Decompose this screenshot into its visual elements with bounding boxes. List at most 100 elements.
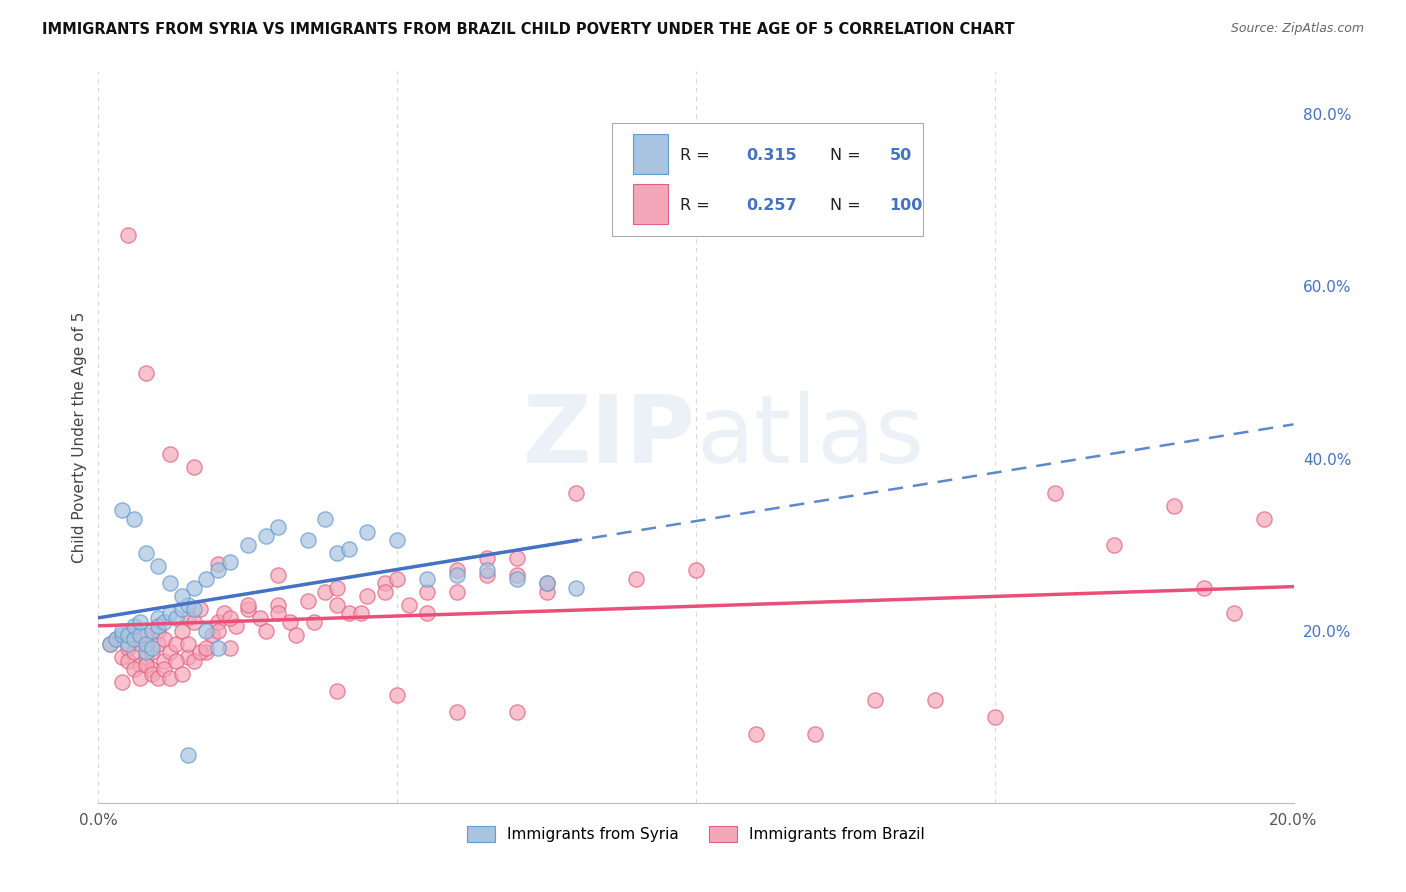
Point xyxy=(1163,499,1185,513)
Point xyxy=(153,654,176,668)
Point xyxy=(148,624,170,638)
Point xyxy=(984,710,1007,724)
Point xyxy=(385,533,409,548)
Text: IMMIGRANTS FROM SYRIA VS IMMIGRANTS FROM BRAZIL CHILD POVERTY UNDER THE AGE OF 5: IMMIGRANTS FROM SYRIA VS IMMIGRANTS FROM… xyxy=(42,22,1015,37)
Point xyxy=(326,684,349,698)
Point xyxy=(105,632,128,647)
Point xyxy=(148,559,170,574)
Point xyxy=(236,598,259,612)
Point xyxy=(212,607,235,621)
Point xyxy=(177,748,200,763)
Point xyxy=(153,662,176,676)
Point xyxy=(124,619,146,633)
Point xyxy=(183,581,205,595)
Point xyxy=(284,628,307,642)
Point xyxy=(1223,607,1246,621)
Point xyxy=(172,666,194,681)
Point xyxy=(626,572,648,586)
Point xyxy=(195,624,218,638)
Point xyxy=(267,607,290,621)
Point xyxy=(207,615,229,629)
Point xyxy=(117,654,139,668)
Point xyxy=(374,576,396,591)
Point xyxy=(124,662,146,676)
Point xyxy=(177,598,200,612)
Point xyxy=(183,460,205,475)
Point xyxy=(506,550,529,565)
Y-axis label: Child Poverty Under the Age of 5: Child Poverty Under the Age of 5 xyxy=(72,311,87,563)
Point xyxy=(267,598,290,612)
Point xyxy=(188,602,211,616)
Point xyxy=(135,645,157,659)
Point xyxy=(135,649,157,664)
Point xyxy=(446,585,468,599)
Point xyxy=(249,611,271,625)
Point xyxy=(339,541,361,556)
Point xyxy=(177,637,200,651)
Point xyxy=(339,607,361,621)
Point xyxy=(267,520,290,534)
Point xyxy=(219,640,242,655)
Point xyxy=(98,637,122,651)
Point xyxy=(315,512,337,526)
Point xyxy=(172,624,194,638)
Point xyxy=(135,658,157,673)
Bar xyxy=(633,184,668,224)
Point xyxy=(804,727,827,741)
Point xyxy=(135,546,157,560)
Point xyxy=(195,572,218,586)
Point xyxy=(278,615,301,629)
Point xyxy=(111,675,134,690)
Point xyxy=(315,585,337,599)
Point xyxy=(475,567,498,582)
Text: 50: 50 xyxy=(890,148,912,163)
Point xyxy=(326,546,349,560)
Text: Source: ZipAtlas.com: Source: ZipAtlas.com xyxy=(1230,22,1364,36)
Point xyxy=(685,564,707,578)
Point xyxy=(148,671,170,685)
Point xyxy=(236,538,259,552)
Point xyxy=(236,602,259,616)
Point xyxy=(135,637,157,651)
Point xyxy=(159,645,181,659)
Point xyxy=(385,572,409,586)
Point xyxy=(267,567,290,582)
Point xyxy=(207,624,229,638)
Point xyxy=(105,632,128,647)
Point xyxy=(148,619,170,633)
Text: 0.315: 0.315 xyxy=(747,148,797,163)
Point xyxy=(159,607,181,621)
Point xyxy=(416,585,439,599)
Point xyxy=(302,615,325,629)
Point xyxy=(326,598,349,612)
Point xyxy=(183,615,205,629)
Point xyxy=(1043,486,1066,500)
Point xyxy=(506,567,529,582)
Bar xyxy=(633,134,668,174)
Point xyxy=(172,589,194,603)
Point xyxy=(1104,538,1126,552)
Point xyxy=(506,572,529,586)
Point xyxy=(446,706,468,720)
Point xyxy=(536,585,558,599)
Point xyxy=(254,529,277,543)
Point xyxy=(165,637,187,651)
Point xyxy=(117,637,139,651)
Point xyxy=(565,581,588,595)
Point xyxy=(129,671,152,685)
Point xyxy=(177,611,200,625)
Point xyxy=(129,628,152,642)
Point xyxy=(446,564,468,578)
Point xyxy=(124,645,146,659)
Point xyxy=(124,632,146,647)
Point xyxy=(565,486,588,500)
Point xyxy=(117,640,139,655)
Point xyxy=(350,607,373,621)
Point xyxy=(111,628,134,642)
Point xyxy=(129,637,152,651)
Point xyxy=(177,649,200,664)
Legend: Immigrants from Syria, Immigrants from Brazil: Immigrants from Syria, Immigrants from B… xyxy=(460,819,932,850)
Point xyxy=(111,649,134,664)
Point xyxy=(356,524,378,539)
Point xyxy=(385,688,409,702)
